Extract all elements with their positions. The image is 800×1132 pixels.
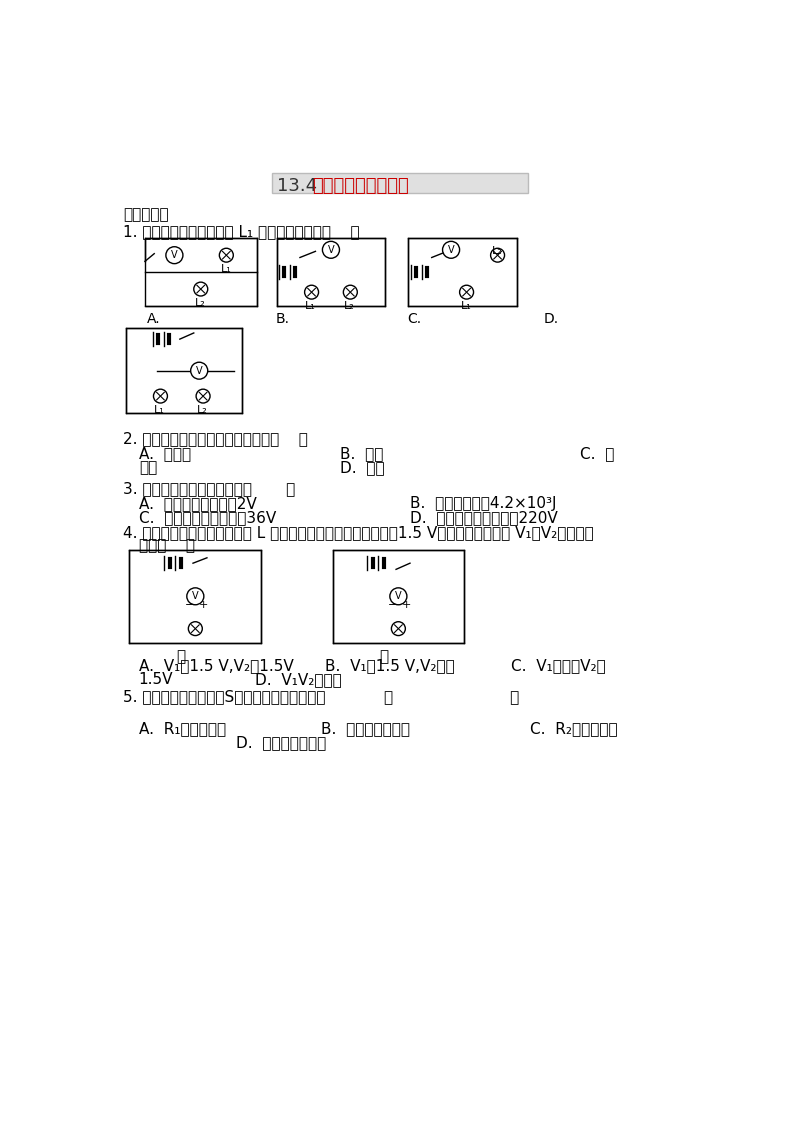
Text: A.: A. [146,312,160,326]
Text: V: V [328,245,334,255]
Text: C.  对人体的安全电压为36V: C. 对人体的安全电压为36V [138,511,276,525]
Text: 一、单选题: 一、单选题 [123,207,169,222]
Text: B.  电源两端的电压: B. 电源两端的电压 [321,721,410,736]
Text: V: V [171,250,178,260]
Bar [272,173,528,192]
Text: 13.4: 13.4 [277,177,322,195]
Circle shape [154,389,167,403]
Text: −: − [186,600,194,610]
Circle shape [219,248,234,263]
Text: V: V [395,591,402,601]
Bar [130,550,261,643]
Bar [145,238,258,306]
Circle shape [194,282,208,295]
Text: D.  伏特: D. 伏特 [340,460,385,475]
Text: L₂: L₂ [492,246,503,256]
Text: +: + [199,600,209,610]
Text: 电压和电压表的使用: 电压和电压表的使用 [312,177,409,195]
Text: L₁: L₁ [154,404,165,414]
Circle shape [343,285,358,299]
Bar [277,238,386,306]
Bar [126,328,242,413]
Circle shape [196,389,210,403]
Text: L₁: L₁ [461,301,472,310]
Circle shape [186,588,204,604]
Text: A.  乔布斯: A. 乔布斯 [138,446,191,461]
Text: V: V [196,366,202,376]
Circle shape [166,247,183,264]
Text: 5. 如图所示，闭合开关S，电压表测出的电压是            （                        ）: 5. 如图所示，闭合开关S，电压表测出的电压是 （ ） [123,688,519,704]
Text: +: + [402,600,412,610]
Text: 1.5V: 1.5V [138,671,174,687]
Text: 4. 如图所示，用电压表测灯泡 L 两端的电压，如干电池的电压为1.5 V，则两图中电压表 V₁、V₂的读数分: 4. 如图所示，用电压表测灯泡 L 两端的电压，如干电池的电压为1.5 V，则两… [123,525,594,540]
Text: L₁: L₁ [221,264,232,274]
Text: 马特: 马特 [138,460,157,475]
Circle shape [459,285,474,299]
Text: 乙: 乙 [379,649,388,663]
Text: L₂: L₂ [195,298,206,308]
Text: D.  V₁V₂都是零: D. V₁V₂都是零 [255,671,342,687]
Text: D.  我国家庭电路电压为220V: D. 我国家庭电路电压为220V [410,511,558,525]
Text: D.  以上说法都不对: D. 以上说法都不对 [236,735,326,749]
Text: C.  焦: C. 焦 [581,446,615,461]
Text: 1. 如图所示，电压表能测 L₁ 灯两端电压的是（    ）: 1. 如图所示，电压表能测 L₁ 灯两端电压的是（ ） [123,224,360,239]
Text: B.  V₁为1.5 V,V₂为零: B. V₁为1.5 V,V₂为零 [325,658,454,672]
Circle shape [442,241,459,258]
Text: B.  水的比热容为4.2×10³J: B. 水的比热容为4.2×10³J [410,496,557,512]
Circle shape [190,362,208,379]
Text: C.  R₂两端的电压: C. R₂两端的电压 [530,721,618,736]
Text: 别是（    ）: 别是（ ） [138,538,194,552]
Text: 3. 以下说法最符合事实的是（       ）: 3. 以下说法最符合事实的是（ ） [123,481,295,496]
Text: B.  欧姆: B. 欧姆 [340,446,384,461]
Circle shape [390,588,407,604]
Circle shape [305,285,318,299]
Circle shape [391,621,406,635]
Text: V: V [192,591,198,601]
Text: −: − [388,600,398,610]
Circle shape [322,241,339,258]
Bar [409,238,517,306]
Text: C.: C. [407,312,421,326]
Text: D.: D. [544,312,559,326]
Text: A.  V₁为1.5 V,V₂为1.5V: A. V₁为1.5 V,V₂为1.5V [138,658,294,672]
Text: 2. 在国际单位制中，电压的单位是（    ）: 2. 在国际单位制中，电压的单位是（ ） [123,431,308,446]
Text: B.: B. [275,312,289,326]
Text: 甲: 甲 [176,649,185,663]
Text: A.  一节干电池电压为2V: A. 一节干电池电压为2V [138,496,257,512]
Circle shape [490,248,505,263]
Text: A.  R₁两端的电压: A. R₁两端的电压 [138,721,226,736]
Text: V: V [448,245,454,255]
Text: L₁: L₁ [306,301,316,310]
Circle shape [188,621,202,635]
Text: L₂: L₂ [344,301,355,310]
Text: L₂: L₂ [197,404,208,414]
Text: C.  V₁为零，V₂为: C. V₁为零，V₂为 [510,658,606,672]
Bar [333,550,464,643]
